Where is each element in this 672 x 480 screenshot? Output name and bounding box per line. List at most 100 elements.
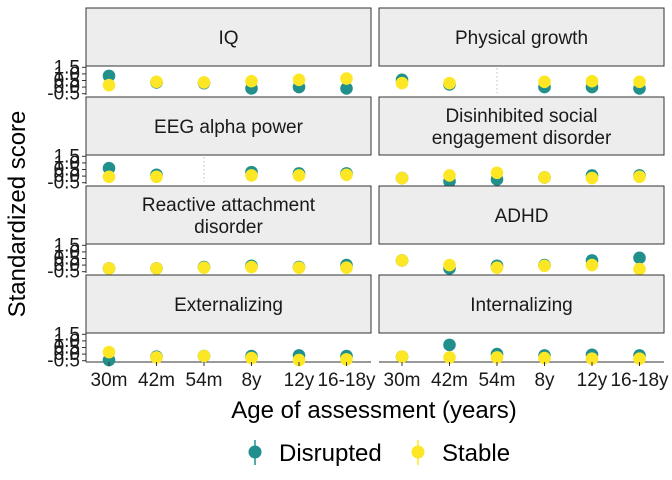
point-stable xyxy=(292,73,306,87)
y-tick-label: 1.0 xyxy=(54,64,80,85)
x-tick-label: 12y xyxy=(284,370,315,391)
point-stable xyxy=(633,262,646,276)
x-tick-label: 16-18y xyxy=(610,370,669,391)
panel-strip xyxy=(378,185,665,245)
x-tick-label: 8y xyxy=(534,370,555,391)
y-tick-label: 0.5 xyxy=(54,249,80,270)
panel-strip xyxy=(378,7,665,67)
y-tick-label: 1.5 xyxy=(54,324,80,345)
point-stable xyxy=(585,74,599,88)
y-tick-label: 0.0 xyxy=(54,166,80,187)
x-axis: 30m 42m 54m 8y 12y 16-18y 30m 42m 54m 8y 12y 16-18y xyxy=(91,362,669,391)
y-tick-label: 0.5 xyxy=(54,338,80,359)
point-stable xyxy=(395,350,409,364)
point-stable xyxy=(245,260,258,274)
panel-title: engagement disorder xyxy=(432,128,612,149)
panel-title: ADHD xyxy=(495,206,549,227)
panel-strip xyxy=(85,274,372,334)
y-tick-label: -0.5 xyxy=(47,173,80,194)
panel-1: Physical growth xyxy=(378,7,665,95)
panel-title: Reactive attachment xyxy=(142,195,316,216)
y-tick-label: 1.0 xyxy=(54,242,80,263)
point-stable xyxy=(585,171,599,185)
y-tick-label: 1.5 xyxy=(54,235,80,256)
x-tick-label: 54m xyxy=(479,370,516,391)
panel-strip xyxy=(85,185,372,245)
x-axis-title: Age of assessment (years) xyxy=(231,397,516,424)
point-stable xyxy=(585,258,599,272)
panel-strip xyxy=(378,274,665,334)
panel-title: Disinhibited social xyxy=(445,106,597,127)
panel-title: disorder xyxy=(194,217,263,238)
panel-title: Externalizing xyxy=(174,295,283,316)
y-tick-label: 0.0 xyxy=(54,255,80,276)
x-tick-label: 30m xyxy=(91,370,128,391)
y-tick-label: 0.5 xyxy=(54,160,80,181)
point-stable xyxy=(538,259,551,273)
point-stable xyxy=(197,76,211,89)
y-tick-label: 1.0 xyxy=(54,153,80,174)
point-stable xyxy=(490,261,504,275)
panel-7: Internalizing xyxy=(378,274,665,366)
point-stable xyxy=(340,168,353,182)
point-stable xyxy=(245,351,258,365)
y-axis-title: Standardized score xyxy=(4,111,31,318)
point-stable xyxy=(538,351,551,365)
point-stable xyxy=(395,76,409,90)
point-stable xyxy=(633,170,646,184)
legend-key-disrupted xyxy=(248,440,262,465)
point-stable xyxy=(340,261,353,275)
point-disrupted xyxy=(340,82,353,95)
x-tick-label: 16-18y xyxy=(317,370,376,391)
point-stable xyxy=(197,261,211,275)
point-stable xyxy=(292,353,306,367)
point-stable xyxy=(150,262,163,275)
point-stable xyxy=(340,72,353,85)
point-disrupted xyxy=(633,251,646,265)
point-stable xyxy=(443,258,456,272)
point-stable xyxy=(395,171,409,185)
point-stable xyxy=(102,170,116,184)
y-tick-label: 1.5 xyxy=(54,57,80,78)
y-tick-label: 1.5 xyxy=(54,146,80,167)
point-stable xyxy=(197,349,211,363)
legend: Disrupted Stable xyxy=(248,440,510,467)
point-stable xyxy=(102,345,116,359)
panel-title: Physical growth xyxy=(455,28,588,49)
panel-strip xyxy=(85,96,372,156)
x-tick-label: 42m xyxy=(138,370,175,391)
point-stable xyxy=(245,169,258,182)
point-stable xyxy=(633,352,646,366)
y-tick-label: -0.5 xyxy=(47,351,80,372)
point-stable xyxy=(340,353,353,366)
point-stable xyxy=(490,351,504,364)
panel-strip xyxy=(378,96,665,156)
point-stable xyxy=(102,78,116,92)
point-stable xyxy=(633,75,646,89)
point-stable xyxy=(102,262,116,275)
point-stable xyxy=(292,169,306,182)
y-tick-label: 1.0 xyxy=(54,331,80,352)
point-stable xyxy=(292,261,306,275)
point-stable xyxy=(585,352,599,366)
x-tick-label: 54m xyxy=(186,370,223,391)
point-stable xyxy=(490,166,504,180)
y-tick-label: 0.0 xyxy=(54,77,80,98)
x-tick-label: 12y xyxy=(577,370,608,391)
point-stable xyxy=(538,171,551,184)
panel-5: ADHD xyxy=(378,185,665,276)
x-tick-label: 8y xyxy=(241,370,262,391)
point-stable xyxy=(150,170,163,184)
y-tick-label: 0.0 xyxy=(54,344,80,365)
point-stable xyxy=(443,351,456,364)
point-disrupted xyxy=(443,338,456,352)
y-tick-label: 0.5 xyxy=(54,71,80,92)
point-stable xyxy=(150,75,163,89)
point-stable xyxy=(538,75,551,89)
y-tick-label: -0.5 xyxy=(47,262,80,283)
x-tick-label: 42m xyxy=(431,370,468,391)
panel-strip xyxy=(85,7,372,67)
